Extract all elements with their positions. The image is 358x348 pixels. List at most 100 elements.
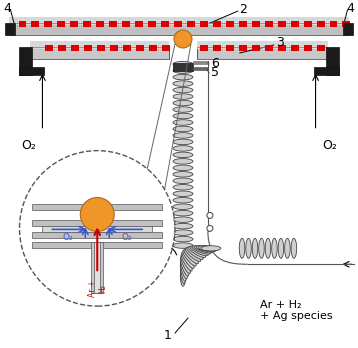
Ellipse shape (173, 165, 193, 171)
Bar (200, 21, 208, 27)
Ellipse shape (180, 266, 185, 286)
Bar (161, 21, 169, 27)
Bar (173, 63, 193, 71)
Bar (304, 21, 311, 27)
Bar (91, 242, 103, 293)
Ellipse shape (246, 238, 251, 258)
Bar (291, 45, 299, 51)
Ellipse shape (194, 246, 213, 253)
Bar (213, 21, 221, 27)
Bar (252, 45, 260, 51)
Ellipse shape (173, 178, 193, 183)
Text: Ar +
H₂: Ar + H₂ (88, 280, 107, 298)
Bar (213, 45, 221, 51)
Bar (193, 61, 207, 64)
Ellipse shape (285, 238, 290, 258)
Ellipse shape (173, 68, 193, 73)
Ellipse shape (173, 107, 193, 112)
Ellipse shape (184, 249, 198, 264)
Bar (193, 67, 207, 70)
Bar (43, 227, 152, 232)
Bar (343, 23, 353, 35)
Bar (200, 45, 208, 51)
Text: O₂: O₂ (122, 233, 132, 242)
Ellipse shape (173, 133, 193, 138)
Bar (197, 41, 328, 49)
Ellipse shape (173, 243, 193, 248)
Bar (123, 45, 131, 51)
Bar (239, 45, 247, 51)
Ellipse shape (173, 172, 193, 177)
Bar (33, 205, 162, 211)
Bar (135, 21, 143, 27)
Ellipse shape (173, 87, 193, 93)
Circle shape (207, 212, 213, 219)
Bar (57, 21, 66, 27)
Bar (136, 45, 144, 51)
Bar (122, 21, 130, 27)
Bar (71, 21, 78, 27)
Bar (109, 21, 117, 27)
Ellipse shape (173, 217, 193, 222)
Ellipse shape (181, 255, 190, 274)
Bar (32, 21, 39, 27)
Ellipse shape (183, 251, 196, 266)
Ellipse shape (173, 159, 193, 164)
Ellipse shape (173, 113, 193, 119)
Ellipse shape (239, 238, 245, 258)
Text: 1: 1 (164, 329, 172, 341)
Bar (278, 45, 286, 51)
Ellipse shape (196, 246, 216, 252)
Bar (110, 45, 118, 51)
Bar (226, 45, 234, 51)
Text: 6: 6 (211, 57, 219, 70)
Bar (291, 21, 299, 27)
Ellipse shape (173, 145, 193, 151)
Bar (265, 45, 273, 51)
Circle shape (80, 197, 114, 231)
Text: Ar + H₂: Ar + H₂ (260, 300, 301, 310)
Text: 90°: 90° (141, 265, 161, 275)
Bar (45, 45, 53, 51)
Ellipse shape (180, 264, 186, 284)
Bar (265, 21, 273, 27)
Bar (33, 220, 162, 227)
Ellipse shape (180, 259, 188, 279)
Text: + Ag species: + Ag species (260, 311, 332, 321)
Bar (252, 21, 260, 27)
Bar (97, 45, 105, 51)
Ellipse shape (201, 246, 221, 251)
Ellipse shape (173, 204, 193, 209)
Bar (30, 47, 169, 59)
Bar (19, 67, 44, 75)
Text: O₂: O₂ (21, 139, 36, 152)
Ellipse shape (291, 238, 297, 258)
Bar (84, 45, 92, 51)
Text: O₂: O₂ (62, 233, 73, 242)
Bar (33, 242, 162, 248)
Bar (148, 21, 156, 27)
Bar (226, 21, 234, 27)
Ellipse shape (173, 230, 193, 235)
Text: 4: 4 (347, 2, 354, 15)
Bar (33, 232, 162, 238)
Bar (149, 45, 157, 51)
Ellipse shape (265, 238, 271, 258)
Ellipse shape (252, 238, 258, 258)
Ellipse shape (173, 184, 193, 190)
Bar (19, 21, 26, 27)
Ellipse shape (173, 74, 193, 80)
Ellipse shape (180, 257, 189, 276)
Bar (44, 21, 52, 27)
Bar (9, 23, 349, 35)
Ellipse shape (272, 238, 277, 258)
Ellipse shape (173, 94, 193, 99)
Ellipse shape (187, 247, 203, 260)
Ellipse shape (173, 61, 193, 67)
Ellipse shape (173, 152, 193, 158)
Bar (316, 45, 325, 51)
Bar (71, 45, 79, 51)
Ellipse shape (173, 126, 193, 132)
Ellipse shape (190, 246, 208, 256)
Bar (239, 21, 247, 27)
